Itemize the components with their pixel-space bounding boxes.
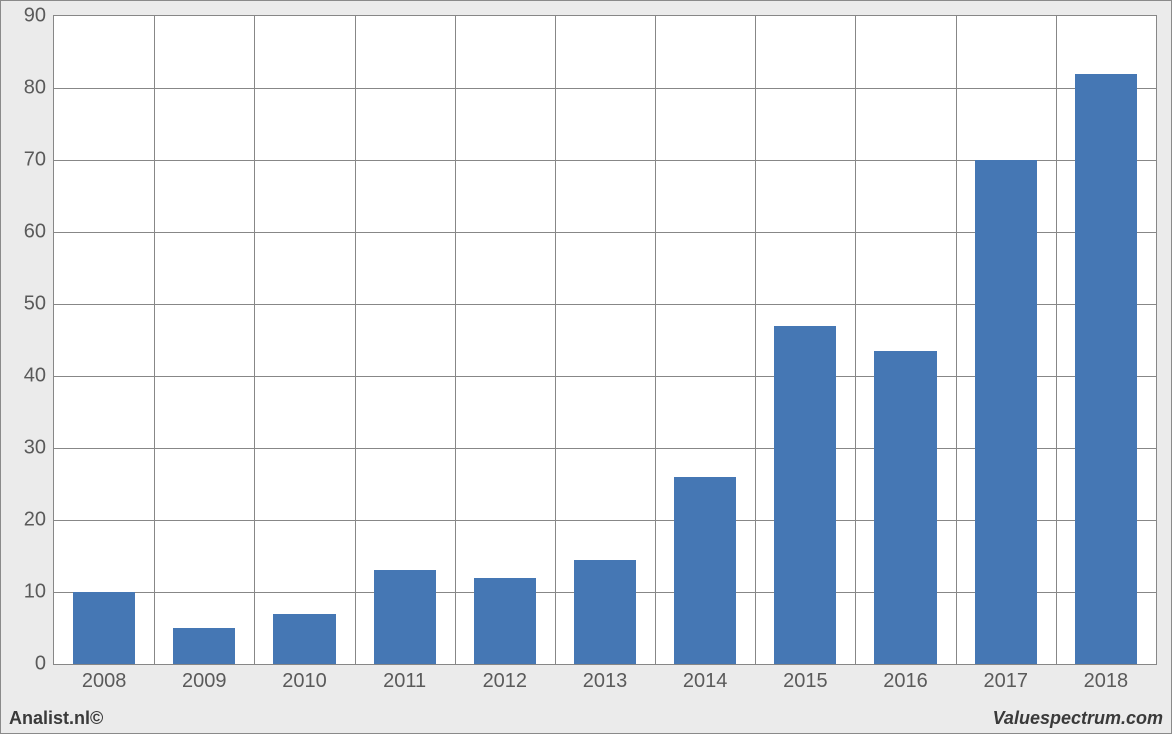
y-tick-label: 10 bbox=[24, 580, 54, 603]
y-tick-label: 60 bbox=[24, 221, 54, 244]
bar bbox=[774, 326, 836, 664]
y-tick-label: 30 bbox=[24, 437, 54, 460]
plot-area: 0102030405060708090200820092010201120122… bbox=[53, 15, 1157, 665]
y-tick-label: 80 bbox=[24, 76, 54, 99]
x-tick-label: 2012 bbox=[483, 664, 528, 693]
plot-wrap: 0 10 20 30 40 50 60 70 80 90 2008 2009 2010 2011 2012 2… bbox=[7, 7, 1165, 701]
x-tick-label: 2010 bbox=[282, 664, 327, 693]
gridline-v bbox=[555, 16, 556, 664]
x-tick-label: 2018 bbox=[1084, 664, 1129, 693]
bar bbox=[975, 160, 1037, 664]
bar bbox=[1075, 74, 1137, 664]
gridline-v bbox=[154, 16, 155, 664]
gridline-v bbox=[455, 16, 456, 664]
bar bbox=[273, 614, 335, 664]
chart-frame: 0 10 20 30 40 50 60 70 80 90 2008 2009 2010 2011 2012 2… bbox=[0, 0, 1172, 734]
y-tick-label: 50 bbox=[24, 292, 54, 315]
y-tick-label: 70 bbox=[24, 148, 54, 171]
gridline-v bbox=[355, 16, 356, 664]
bar bbox=[674, 477, 736, 664]
bar bbox=[374, 570, 436, 664]
y-tick-label: 40 bbox=[24, 365, 54, 388]
x-tick-label: 2011 bbox=[383, 664, 426, 693]
x-tick-label: 2014 bbox=[683, 664, 728, 693]
x-tick-label: 2013 bbox=[583, 664, 628, 693]
gridline-v bbox=[1056, 16, 1057, 664]
x-tick-label: 2008 bbox=[82, 664, 127, 693]
bar bbox=[474, 578, 536, 664]
credit-left: Analist.nl© bbox=[9, 708, 103, 729]
x-tick-label: 2017 bbox=[983, 664, 1028, 693]
x-tick-label: 2015 bbox=[783, 664, 828, 693]
bar bbox=[574, 560, 636, 664]
credit-right: Valuespectrum.com bbox=[993, 708, 1163, 729]
gridline-h bbox=[54, 88, 1156, 89]
gridline-v bbox=[956, 16, 957, 664]
bar bbox=[874, 351, 936, 664]
x-tick-label: 2016 bbox=[883, 664, 928, 693]
gridline-v bbox=[254, 16, 255, 664]
x-tick-label: 2009 bbox=[182, 664, 227, 693]
y-tick-label: 20 bbox=[24, 509, 54, 532]
gridline-v bbox=[855, 16, 856, 664]
gridline-v bbox=[655, 16, 656, 664]
y-tick-label: 90 bbox=[24, 5, 54, 28]
bar bbox=[73, 592, 135, 664]
bar bbox=[173, 628, 235, 664]
y-tick-label: 0 bbox=[35, 653, 54, 676]
gridline-v bbox=[755, 16, 756, 664]
